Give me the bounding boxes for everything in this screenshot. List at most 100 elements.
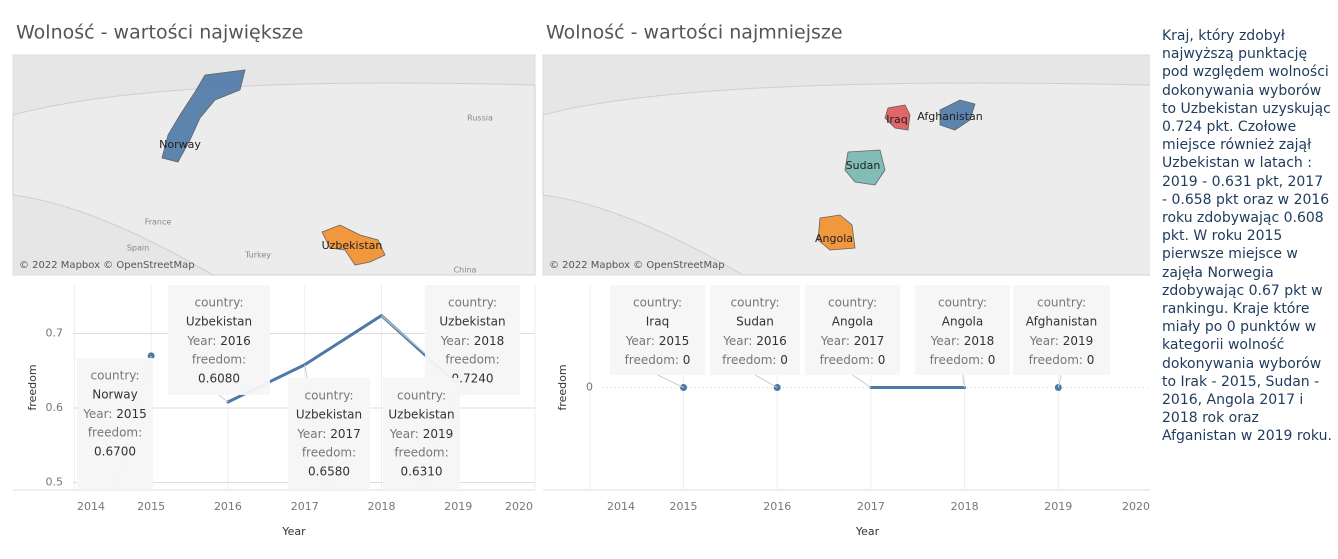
tooltip-value: 0 <box>1087 353 1095 367</box>
country-shape <box>817 214 856 251</box>
map-credit: © 2022 Mapbox © OpenStreetMap <box>549 260 725 271</box>
x-axis-title: Year <box>855 525 880 538</box>
tooltip-country: Uzbekistan <box>388 408 454 422</box>
x-tick-label: 2018 <box>951 500 979 513</box>
tooltip-field: Year: <box>625 334 655 348</box>
tooltip-box <box>77 358 153 490</box>
tooltip-field: freedom: <box>394 446 448 460</box>
tooltip-country: Uzbekistan <box>186 315 252 329</box>
y-tick-label: 0.7 <box>46 326 64 339</box>
tooltip-year: 2016 <box>220 334 251 348</box>
place-label: Spain <box>127 244 149 253</box>
place-label: France <box>145 218 172 227</box>
x-tick-label: 2016 <box>214 500 242 513</box>
tooltip-box <box>915 285 1010 375</box>
tooltip-field: freedom: <box>930 353 984 367</box>
tooltip-value: 0 <box>683 353 691 367</box>
tooltip-value: 0 <box>878 353 886 367</box>
tooltip-field: Year: <box>186 334 216 348</box>
tooltip-year: 2019 <box>423 427 454 441</box>
map-land <box>12 82 536 276</box>
tooltip-value: 0 <box>780 353 788 367</box>
tooltip-year-row: Year: 2018 <box>930 334 995 348</box>
tooltip-year: 2017 <box>330 427 361 441</box>
tooltip-value-row: freedom: 0 <box>1029 353 1095 367</box>
tooltip-year: 2019 <box>1063 334 1094 348</box>
tooltip-box <box>710 285 800 375</box>
x-tick-label: 2018 <box>367 500 395 513</box>
tooltip-year: 2015 <box>116 407 147 421</box>
x-tick-label: 2017 <box>857 500 885 513</box>
tooltip-field: freedom: <box>302 446 356 460</box>
x-tick-label: 2014 <box>77 500 105 513</box>
tooltip-field: Year: <box>930 334 960 348</box>
tooltip-value: 0.6580 <box>308 465 350 479</box>
tooltip-field: Year: <box>1029 334 1059 348</box>
tooltip-field: freedom: <box>625 353 679 367</box>
place-label: Russia <box>467 114 493 123</box>
tooltip-leader <box>962 374 966 388</box>
tooltip-value-row: freedom: 0 <box>930 353 996 367</box>
tooltip-leader <box>1057 374 1062 388</box>
tooltip-field: country: <box>828 296 877 310</box>
line-segment <box>303 314 383 367</box>
country-label: Angola <box>815 232 853 245</box>
tooltip-year: 2018 <box>474 334 505 348</box>
tooltip-value: 0.6310 <box>401 465 443 479</box>
country-shape <box>161 69 246 163</box>
tooltip-leader <box>754 374 778 388</box>
tooltip-country: Afghanistan <box>1026 315 1097 329</box>
tooltip-field: country: <box>90 369 139 383</box>
tooltip-leader <box>218 394 229 403</box>
tooltip-field: Year: <box>722 334 752 348</box>
tooltip-year-row: Year: 2018 <box>440 334 505 348</box>
tooltip-box <box>610 285 705 375</box>
x-axis-title: Year <box>281 525 306 538</box>
tooltip-year-row: Year: 2017 <box>820 334 885 348</box>
tooltip-year-row: Year: 2019 <box>389 427 454 441</box>
tooltip-value-row: freedom: 0 <box>625 353 691 367</box>
y-tick-label: 0.5 <box>46 476 64 489</box>
x-tick-label: 2014 <box>607 500 635 513</box>
x-tick-label: 2019 <box>1044 500 1072 513</box>
tooltip-year-row: Year: 2016 <box>722 334 787 348</box>
tooltip-field: freedom: <box>88 426 142 440</box>
tooltip-box <box>383 378 460 490</box>
tooltip-country: Sudan <box>736 315 774 329</box>
tooltip-leader <box>657 374 684 388</box>
y-axis-title: freedom <box>26 364 39 410</box>
map-land <box>542 82 1150 276</box>
country-label: Sudan <box>846 159 881 172</box>
tooltip-field: freedom: <box>192 353 246 367</box>
tooltip-box <box>805 285 900 375</box>
tooltip-field: country: <box>194 296 243 310</box>
tooltip-field: country: <box>304 389 353 403</box>
tooltip-country: Uzbekistan <box>296 408 362 422</box>
country-label: Uzbekistan <box>322 239 383 252</box>
tooltip-value: 0.6700 <box>94 445 136 459</box>
place-label: China <box>454 266 477 275</box>
tooltip-field: Year: <box>82 407 112 421</box>
country-label: Norway <box>159 138 201 151</box>
map-credit: © 2022 Mapbox © OpenStreetMap <box>19 260 195 271</box>
x-tick-label: 2016 <box>763 500 791 513</box>
tooltip-year-row: Year: 2019 <box>1029 334 1094 348</box>
country-shape <box>321 224 386 266</box>
x-tick-label: 2015 <box>670 500 698 513</box>
panel-title: Wolność - wartości najmniejsze <box>546 22 843 44</box>
panel-title: Wolność - wartości największe <box>16 22 303 44</box>
tooltip-year: 2016 <box>756 334 787 348</box>
x-tick-label: 2020 <box>1122 500 1150 513</box>
tooltip-field: country: <box>633 296 682 310</box>
tooltip-field: Year: <box>440 334 470 348</box>
tooltip-box <box>425 285 520 395</box>
tooltip-field: country: <box>730 296 779 310</box>
tooltip-value: 0.6080 <box>198 372 240 386</box>
tooltip-year-row: Year: 2015 <box>625 334 690 348</box>
tooltip-box <box>1013 285 1110 375</box>
tooltip-field: country: <box>448 296 497 310</box>
country-label: Afghanistan <box>917 110 983 123</box>
tooltip-field: freedom: <box>1029 353 1083 367</box>
tooltip-year: 2018 <box>964 334 995 348</box>
